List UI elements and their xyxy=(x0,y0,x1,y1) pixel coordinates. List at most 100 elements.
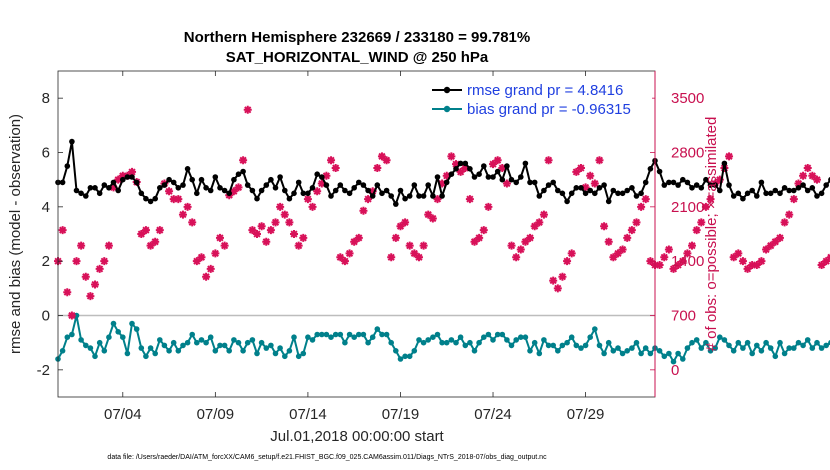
obs-marker xyxy=(91,280,100,289)
data-point xyxy=(800,342,806,349)
data-point xyxy=(323,182,330,188)
obs-marker xyxy=(581,183,590,192)
data-point xyxy=(425,337,432,343)
obs-marker xyxy=(725,152,734,161)
data-point xyxy=(592,190,598,197)
data-point xyxy=(59,348,66,354)
y-tick-label-right: 0 xyxy=(671,362,679,379)
data-point xyxy=(198,337,205,343)
data-point xyxy=(92,185,98,191)
data-point xyxy=(467,166,473,172)
data-point xyxy=(397,356,404,362)
obs-marker xyxy=(63,288,72,297)
data-point xyxy=(531,179,538,186)
data-point xyxy=(647,166,654,172)
data-point xyxy=(69,331,75,338)
data-point xyxy=(120,334,126,341)
obs-marker xyxy=(438,179,447,188)
obs-marker xyxy=(373,164,382,173)
data-point xyxy=(120,176,126,183)
data-point xyxy=(772,353,779,360)
data-point xyxy=(406,353,413,360)
data-point xyxy=(124,174,131,180)
data-point xyxy=(735,339,742,346)
data-point xyxy=(379,331,385,338)
data-point xyxy=(735,190,742,197)
obs-marker xyxy=(109,183,118,192)
obs-marker xyxy=(674,261,683,270)
data-point xyxy=(513,179,519,186)
data-point xyxy=(314,171,321,177)
data-point xyxy=(471,348,478,354)
data-point xyxy=(749,350,755,357)
data-point xyxy=(462,160,469,167)
data-point xyxy=(587,334,593,341)
data-point xyxy=(527,348,533,354)
data-point xyxy=(221,187,228,194)
data-point xyxy=(383,331,390,338)
data-point xyxy=(624,348,630,354)
data-point xyxy=(443,179,450,186)
data-point xyxy=(758,179,765,186)
chart-subtitle: SAT_HORIZONTAL_WIND @ 250 hPa xyxy=(226,49,489,66)
data-point xyxy=(698,185,705,191)
data-point xyxy=(78,337,84,343)
data-point xyxy=(207,334,214,341)
data-point xyxy=(767,345,774,351)
data-point xyxy=(194,339,200,346)
data-point xyxy=(83,342,89,349)
data-point xyxy=(555,348,561,354)
obs-marker xyxy=(530,222,539,231)
data-point xyxy=(693,337,700,343)
data-point xyxy=(129,320,135,327)
data-point xyxy=(453,339,459,346)
legend-rmse-label: rmse grand pr = 4.8416 xyxy=(467,82,623,99)
data-point xyxy=(504,337,510,343)
y-tick-label-right: 3500 xyxy=(671,90,704,107)
y-tick-label: 2 xyxy=(42,253,50,270)
x-tick-label: 07/04 xyxy=(104,406,142,423)
data-point xyxy=(661,182,668,188)
obs-marker xyxy=(762,245,771,254)
y-axis-right: 0 700 1400 2100 2800 3500 xyxy=(650,71,704,397)
obs-marker xyxy=(544,156,553,165)
data-point xyxy=(536,350,543,357)
data-point xyxy=(536,193,543,199)
obs-marker xyxy=(206,264,215,273)
obs-marker xyxy=(715,175,724,184)
obs-marker xyxy=(470,237,479,246)
data-point xyxy=(791,345,797,351)
data-point xyxy=(170,339,177,346)
obs-marker xyxy=(637,202,646,211)
data-point xyxy=(231,176,237,183)
obs-marker xyxy=(558,272,567,281)
obs-marker xyxy=(632,218,641,227)
obs-marker xyxy=(817,261,826,270)
x-axis-label: Jul.01,2018 00:00:00 start xyxy=(270,428,444,445)
data-point xyxy=(87,185,94,191)
data-point xyxy=(402,195,408,202)
data-point xyxy=(800,182,806,188)
data-point xyxy=(689,185,695,191)
obs-marker xyxy=(294,241,303,250)
data-point xyxy=(610,187,617,194)
data-point xyxy=(73,187,80,194)
data-point xyxy=(541,337,547,343)
obs-marker xyxy=(748,261,757,270)
legend: rmse grand pr = 4.8416 bias grand pr = -… xyxy=(412,76,652,120)
obs-marker xyxy=(253,230,261,238)
data-point xyxy=(161,342,168,349)
data-point xyxy=(448,337,455,343)
data-point xyxy=(777,339,783,346)
obs-marker xyxy=(382,156,391,165)
data-point xyxy=(462,342,469,349)
obs-marker xyxy=(563,257,572,266)
data-point xyxy=(194,190,200,197)
y-tick-label: 8 xyxy=(42,90,50,107)
data-point xyxy=(277,345,283,351)
data-point xyxy=(272,350,279,357)
obs-marker xyxy=(336,253,345,262)
data-point xyxy=(115,187,121,194)
data-point xyxy=(189,176,195,183)
data-point xyxy=(425,182,432,188)
